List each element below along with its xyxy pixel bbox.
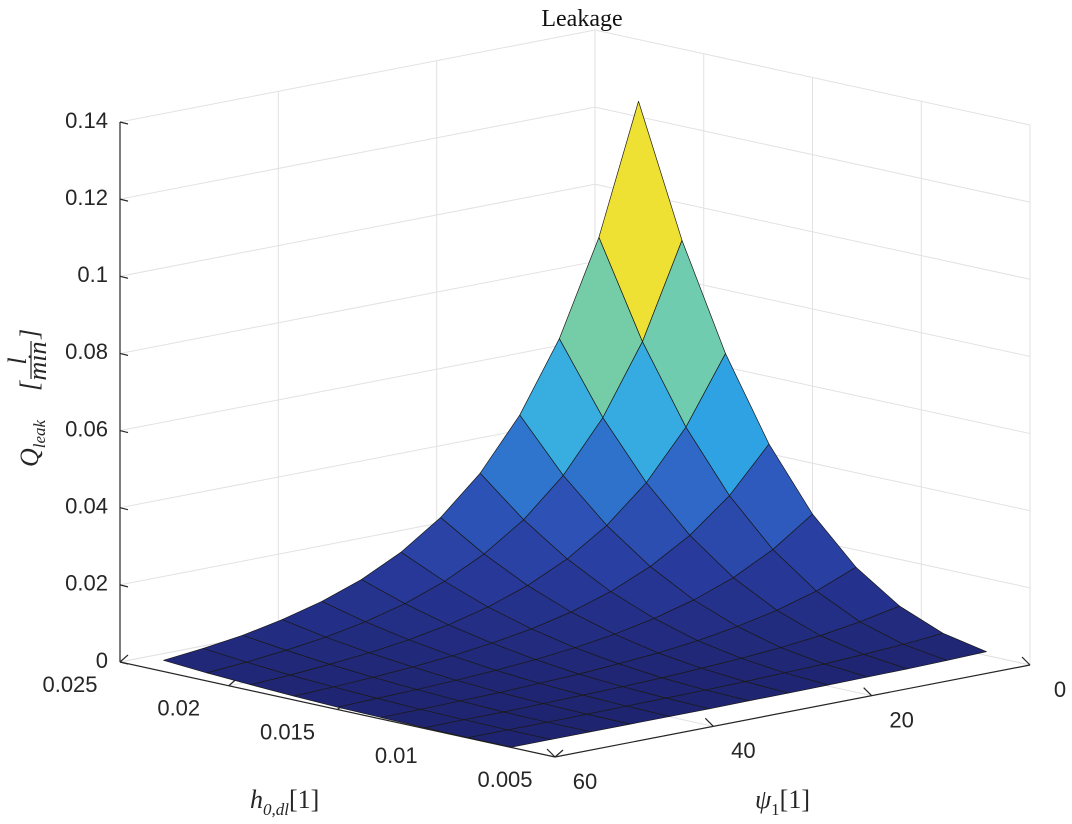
x-tick-label: 0.015 [260,719,315,744]
label-sub: 1 [771,800,780,819]
tick-mark [119,584,129,588]
tick-mark [119,352,129,357]
tick-mark [119,654,129,663]
tick-mark [554,749,564,758]
label-part: [1] [780,785,810,814]
label-part: h [250,785,263,814]
z-tick-label: 0.02 [65,571,108,596]
z-tick-label: 0.14 [65,108,108,133]
x-tick-label: 0.025 [42,672,97,697]
label-sub: leak [30,419,49,448]
tick-mark [119,429,129,434]
x-tick-label: 0.02 [157,696,200,721]
y-tick-label: 0 [1054,677,1066,702]
z-tick-label: 0.04 [65,494,108,519]
tick-mark [1021,656,1031,666]
z-tick-label: 0.12 [65,185,108,210]
label-part: ψ [755,785,772,814]
tick-mark [863,687,873,697]
label-part: [ [15,379,44,391]
tick-mark [119,507,129,511]
grid-line [119,183,596,277]
z-tick-label: 0.08 [65,339,108,364]
grid-line [119,260,596,354]
z-axis-label: Qleak [ l min ] [3,329,52,467]
surface-patch [467,729,552,748]
label-part: Qleak [15,419,49,467]
z-tick-label: 0 [96,648,108,673]
grid-line [119,29,596,123]
label-part: Q [15,448,44,467]
grid-line [119,106,596,200]
chart-title: Leakage [541,6,622,32]
label-part: min [23,342,52,381]
tick-mark [704,717,714,727]
tick-mark [119,121,129,125]
y-axis-label: ψ1[1] [755,785,810,819]
y-tick-label: 60 [573,769,597,794]
tick-mark [119,661,129,665]
label-part: l [3,357,32,364]
y-tick-label: 40 [731,738,755,763]
label-part: [1] [289,785,319,814]
x-axis-label: h0,dl[1] [250,785,319,819]
y-axis [554,664,1031,758]
z-tick-label: 0.06 [65,416,108,441]
tick-mark [546,748,556,758]
tick-mark [119,275,129,279]
grid-line [119,338,596,432]
x-tick-label: 0.005 [477,767,532,792]
label-sub: 0,dl [263,800,289,819]
label-part: ] [15,329,44,340]
z-tick-label: 0.1 [77,262,108,287]
tick-mark [119,198,129,202]
y-tick-label: 20 [889,707,913,732]
x-tick-label: 0.01 [375,743,418,768]
